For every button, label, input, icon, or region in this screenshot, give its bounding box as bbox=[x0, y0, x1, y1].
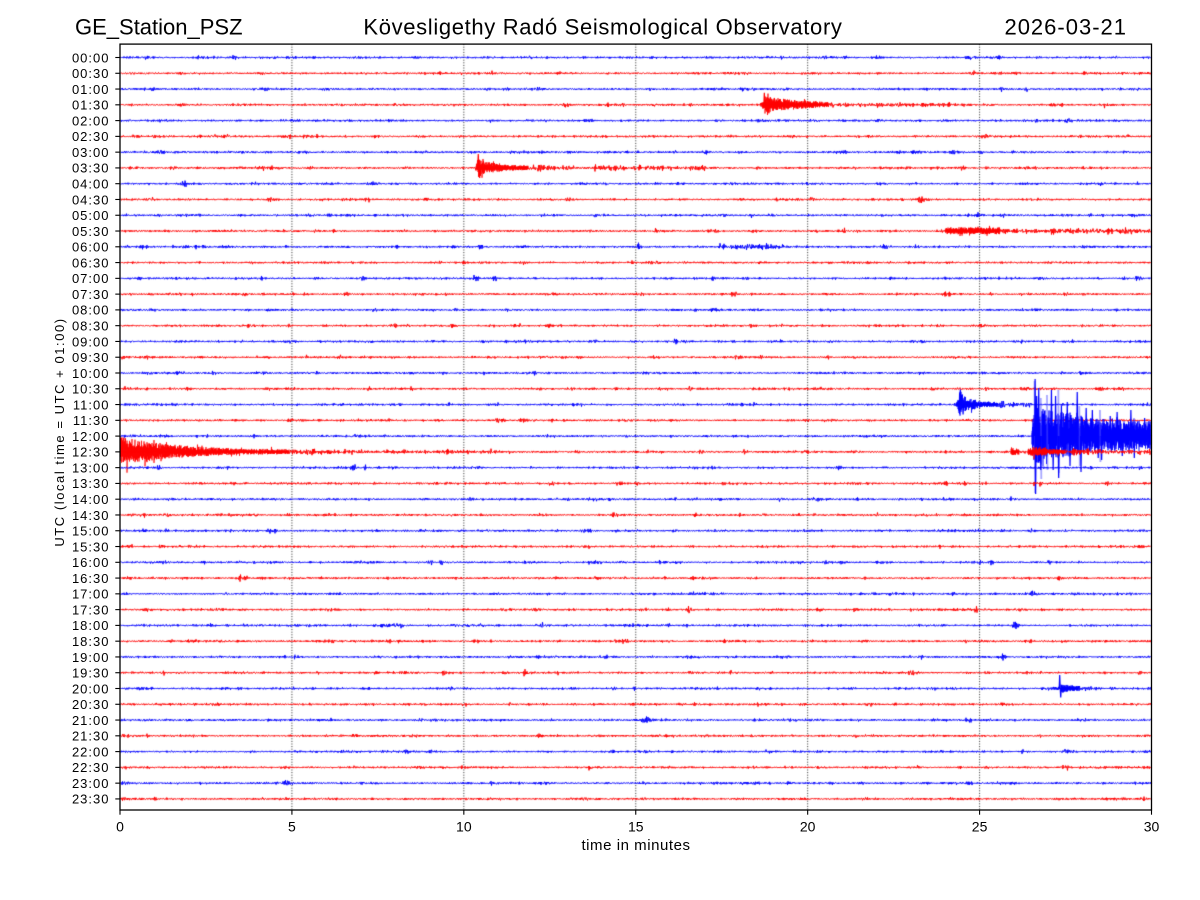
svg-text:25: 25 bbox=[972, 819, 988, 835]
svg-text:09:30: 09:30 bbox=[72, 350, 110, 365]
svg-text:04:30: 04:30 bbox=[72, 192, 110, 207]
svg-text:19:00: 19:00 bbox=[72, 650, 110, 665]
svg-text:18:00: 18:00 bbox=[72, 618, 110, 633]
svg-text:04:00: 04:00 bbox=[72, 177, 110, 192]
svg-text:UTC (local time = UTC + 01:00): UTC (local time = UTC + 01:00) bbox=[52, 317, 67, 546]
svg-text:03:30: 03:30 bbox=[72, 161, 110, 176]
svg-text:0: 0 bbox=[116, 819, 124, 835]
svg-text:30: 30 bbox=[1144, 819, 1160, 835]
svg-text:03:00: 03:00 bbox=[72, 145, 110, 160]
svg-text:12:30: 12:30 bbox=[72, 445, 110, 460]
svg-text:11:30: 11:30 bbox=[73, 413, 110, 428]
svg-text:01:30: 01:30 bbox=[72, 98, 110, 113]
svg-text:10:30: 10:30 bbox=[72, 382, 110, 397]
svg-text:time in minutes: time in minutes bbox=[581, 837, 690, 854]
svg-text:15:00: 15:00 bbox=[72, 524, 110, 539]
svg-text:15: 15 bbox=[628, 819, 644, 835]
svg-text:13:00: 13:00 bbox=[72, 460, 110, 475]
svg-text:02:00: 02:00 bbox=[72, 113, 110, 128]
svg-text:06:30: 06:30 bbox=[72, 255, 110, 270]
svg-text:07:00: 07:00 bbox=[72, 271, 110, 286]
svg-text:Kövesligethy Radó Seismologica: Kövesligethy Radó Seismological Observat… bbox=[363, 15, 842, 40]
svg-text:20:00: 20:00 bbox=[72, 681, 110, 696]
svg-text:5: 5 bbox=[288, 819, 296, 835]
svg-text:10: 10 bbox=[456, 819, 472, 835]
svg-text:2026-03-21: 2026-03-21 bbox=[1004, 15, 1127, 40]
svg-text:20:30: 20:30 bbox=[72, 697, 110, 712]
svg-text:21:30: 21:30 bbox=[72, 729, 110, 744]
svg-text:07:30: 07:30 bbox=[72, 287, 110, 302]
svg-text:17:00: 17:00 bbox=[72, 587, 110, 602]
svg-text:13:30: 13:30 bbox=[72, 476, 110, 491]
svg-text:14:30: 14:30 bbox=[72, 508, 110, 523]
svg-text:08:30: 08:30 bbox=[72, 318, 110, 333]
svg-text:23:00: 23:00 bbox=[72, 776, 110, 791]
svg-text:GE_Station_PSZ: GE_Station_PSZ bbox=[75, 15, 243, 40]
svg-text:22:00: 22:00 bbox=[72, 744, 110, 759]
svg-text:00:00: 00:00 bbox=[72, 50, 110, 65]
svg-text:12:00: 12:00 bbox=[72, 429, 110, 444]
svg-text:17:30: 17:30 bbox=[72, 602, 110, 617]
svg-text:08:00: 08:00 bbox=[72, 303, 110, 318]
svg-text:22:30: 22:30 bbox=[72, 760, 110, 775]
svg-text:16:00: 16:00 bbox=[72, 555, 110, 570]
svg-text:23:30: 23:30 bbox=[72, 792, 110, 807]
svg-text:05:30: 05:30 bbox=[72, 224, 110, 239]
svg-text:00:30: 00:30 bbox=[72, 66, 110, 81]
svg-text:06:00: 06:00 bbox=[72, 240, 110, 255]
svg-text:18:30: 18:30 bbox=[72, 634, 110, 649]
svg-text:21:00: 21:00 bbox=[72, 713, 110, 728]
svg-text:05:00: 05:00 bbox=[72, 208, 110, 223]
svg-text:20: 20 bbox=[800, 819, 816, 835]
svg-text:19:30: 19:30 bbox=[72, 666, 110, 681]
svg-text:10:00: 10:00 bbox=[72, 366, 110, 381]
svg-text:09:00: 09:00 bbox=[72, 334, 110, 349]
svg-text:11:00: 11:00 bbox=[73, 397, 110, 412]
svg-text:14:00: 14:00 bbox=[72, 492, 110, 507]
svg-text:16:30: 16:30 bbox=[72, 571, 110, 586]
svg-text:01:00: 01:00 bbox=[72, 82, 110, 97]
svg-text:02:30: 02:30 bbox=[72, 129, 110, 144]
svg-text:15:30: 15:30 bbox=[72, 539, 110, 554]
